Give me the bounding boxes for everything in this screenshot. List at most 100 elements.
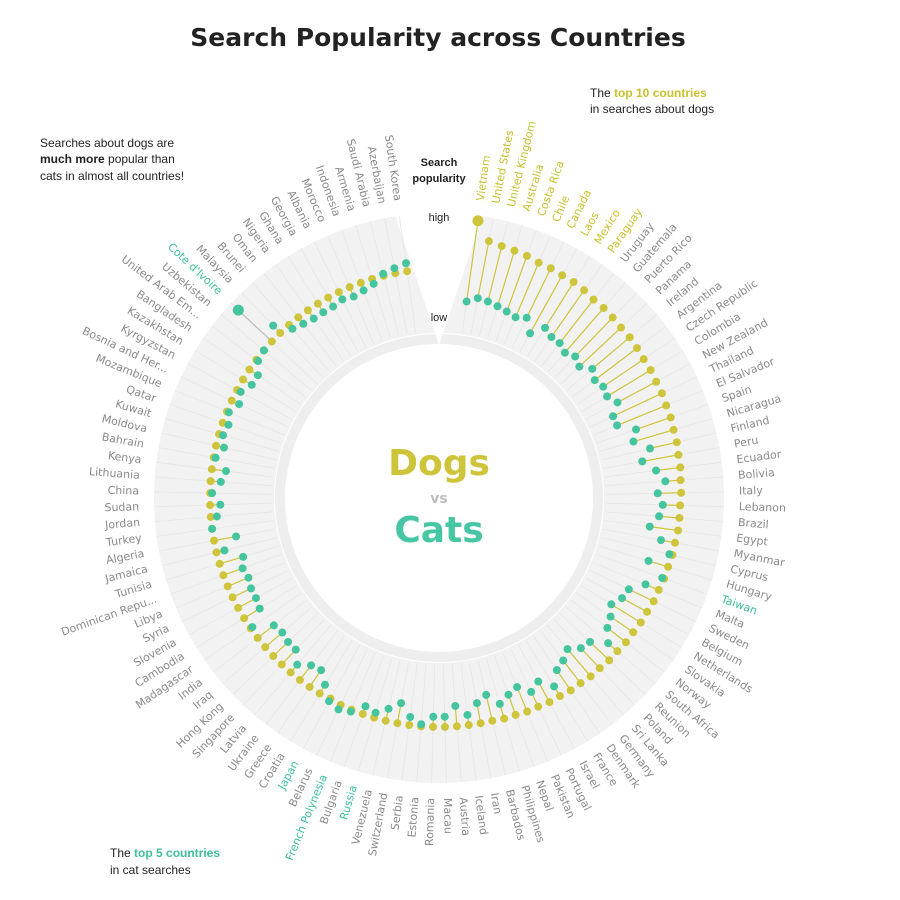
dog-point-czech-republic [639,355,648,364]
cat-point-cambodia [255,604,264,613]
cat-point-iran [472,699,481,708]
center-dogs-label: Dogs [388,443,490,484]
cat-point-russia [371,708,380,717]
dog-point-canada [546,264,555,273]
cat-point-brazil [655,512,664,521]
cat-point-kenya [221,467,230,476]
connector-belgium [621,597,648,613]
country-label-iceland: Iceland [472,795,490,836]
note-top10-prefix: The [590,86,614,100]
connector-slovakia [610,616,634,633]
country-label-sudan: Sudan [104,500,139,514]
cat-point-united-kingdom [483,297,492,306]
note-dogs-line1: Searches about dogs are [40,136,174,150]
cat-point-canada [522,313,531,322]
connector-barbados [485,694,493,721]
cat-point-paraguay [547,332,556,341]
dog-point-slovenia [234,603,243,612]
dog-point-indonesia [356,278,365,287]
cat-point-sweden [624,585,633,594]
cat-point-lebanon [658,500,667,509]
dog-point-ireland [625,333,634,342]
connector-czech-republic [602,358,645,388]
connector-egypt [649,526,679,532]
cat-point-venezuela [384,704,393,713]
cat-point-finland [646,444,655,453]
axis-title-line1: Search [421,157,458,169]
cat-point-united-arab-em [254,356,263,365]
dog-point-el-salvador [662,401,671,410]
cat-point-jordan [212,512,221,521]
cat-point-moldova [219,443,228,452]
axis-title-line2: popularity [412,173,466,185]
dog-point-thailand [657,389,666,398]
cat-point-georgia [329,302,338,311]
cat-point-iceland [463,710,472,719]
dog-point-romania [429,722,438,731]
cat-point-united-states [473,294,482,303]
country-label-turkey: Turkey [104,531,143,549]
connector-united-states [477,241,490,299]
dog-point-finland [672,438,681,447]
cat-point-azerbaijan [390,264,399,273]
chart-title: Search Popularity across Countries [190,23,685,52]
cat-point-chile [511,313,520,322]
dog-point-sweden [649,597,658,606]
dog-point-iceland [464,721,473,730]
country-label-jordan: Jordan [104,516,141,532]
note-top5-highlight: top 5 countries [134,846,220,860]
connector-cote-d-ivoire [237,309,273,342]
dog-point-cambodia [240,614,249,623]
note-top5-line2: in cat searches [110,863,191,877]
cat-point-indonesia [359,286,368,295]
cat-point-japan [325,697,334,706]
cat-point-colombia [603,392,612,401]
cat-point-new-zealand [613,398,622,407]
cat-point-latvia [293,660,302,669]
note-dogs-line2: much more popular than [40,152,175,166]
data-marks [206,215,686,731]
country-label-egypt: Egypt [735,531,769,548]
dog-point-uruguay [589,295,598,304]
radial-background [154,210,724,783]
dog-point-jordan [206,512,215,521]
cat-point-libya [244,573,253,582]
dog-point-puerto-rico [608,313,617,322]
note-top10-highlight: top 10 countries [614,86,707,100]
dog-point-moldova [212,441,221,450]
dog-point-macau [440,722,449,731]
note-dogs-line3: cats in almost all countries! [40,169,184,183]
center-cats-label: Cats [394,510,483,551]
cat-point-south-africa [604,639,613,648]
dog-point-dominican-repu [219,571,228,580]
cat-point-poland [576,644,585,653]
cat-point-morocco [349,292,358,301]
cat-point-saudi-arabia [379,269,388,278]
country-label-peru: Peru [733,434,759,451]
connector-denmark [556,669,572,691]
cat-point-sri-lanka [563,645,572,654]
cat-point-sudan [216,500,225,509]
dog-point-germany [576,679,585,688]
cat-point-netherlands [607,600,616,609]
popularity-axis: Search popularity high low [412,157,466,324]
connector-australia [496,250,516,307]
axis-low-label: low [431,312,448,324]
cat-point-kazakhstan [247,380,256,389]
dog-point-slovakia [629,628,638,637]
cat-point-laos [526,329,535,338]
dog-point-switzerland [393,719,402,728]
connector-thailand [612,392,663,417]
cat-point-singapore [291,645,300,654]
country-label-kenya: Kenya [107,449,142,466]
cat-point-turkey [208,524,217,533]
dog-point-malaysia [276,328,285,337]
connector-uruguay [559,299,594,344]
cat-point-panama [575,362,584,371]
cat-point-el-salvador [613,421,622,430]
cat-point-costa-rica [502,307,511,316]
dog-point-greece [305,682,314,691]
dog-point-india [253,633,262,642]
connector-tunisia [219,556,244,565]
